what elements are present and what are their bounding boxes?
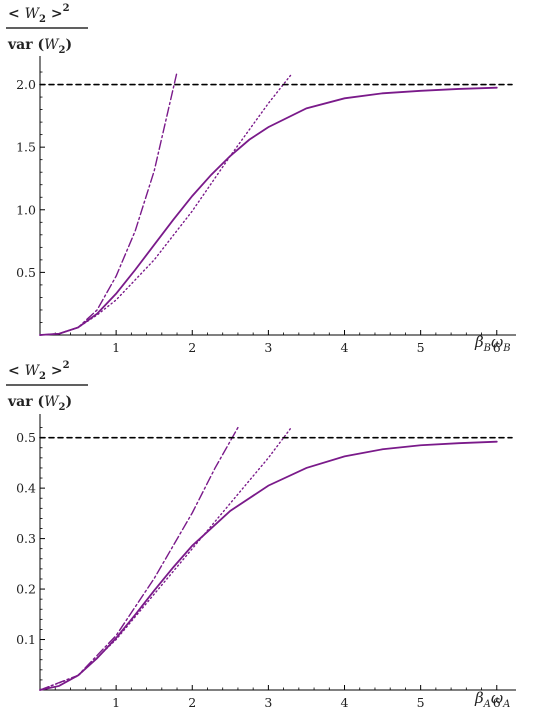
x-tick-label: 3 [264, 695, 272, 710]
x-tick-label: 6 [493, 695, 501, 710]
x-tick-label: 6 [493, 340, 501, 355]
y-tick-label: 0.5 [16, 265, 36, 280]
series-line-dotted [39, 426, 292, 691]
y-tick-label: 1.5 [16, 140, 36, 155]
chart-panel-2: 1 2 3 4 5 6 0.1 0.2 0.3 0.4 0.5 < W2 >2 var (W2) βAωA [6, 360, 516, 710]
x-tick-label: 1 [112, 340, 120, 355]
series-line-dashdot [39, 71, 178, 336]
y-axis-label-denominator: var (W2) [7, 394, 72, 413]
y-axis-label-numerator: < W2 >2 [8, 3, 70, 25]
series-line-solid [39, 440, 498, 691]
x-tick-label: 5 [417, 340, 425, 355]
chart-panel-1: 1 2 3 4 5 6 0.5 1.0 1.5 2.0 < W2 >2 var (W2) βBωB [6, 3, 516, 355]
y-tick-label: 0.1 [16, 632, 36, 647]
y-tick-label: 0.5 [16, 430, 36, 445]
y-tick-label: 0.2 [16, 582, 36, 597]
x-axis-label: βBωB [474, 333, 511, 354]
x-tick-label: 1 [112, 695, 120, 710]
x-tick-label: 4 [341, 340, 349, 355]
series-line-solid [39, 86, 498, 336]
y-axis-label-numerator: < W2 >2 [8, 360, 70, 382]
y-tick-label: 1.0 [16, 202, 36, 217]
x-axis-label: βAωA [474, 689, 510, 710]
y-tick-label: 2.0 [16, 77, 36, 92]
x-tick-label: 2 [188, 340, 196, 355]
series-line-dotted [39, 73, 292, 336]
x-tick-label: 2 [188, 695, 196, 710]
y-tick-label: 0.3 [16, 531, 36, 546]
x-tick-label: 4 [341, 695, 349, 710]
y-axis-label-denominator: var (W2) [7, 37, 72, 56]
series-line-dashdot [39, 426, 239, 691]
x-tick-label: 3 [264, 340, 272, 355]
y-tick-label: 0.4 [16, 481, 36, 496]
x-tick-label: 5 [417, 695, 425, 710]
